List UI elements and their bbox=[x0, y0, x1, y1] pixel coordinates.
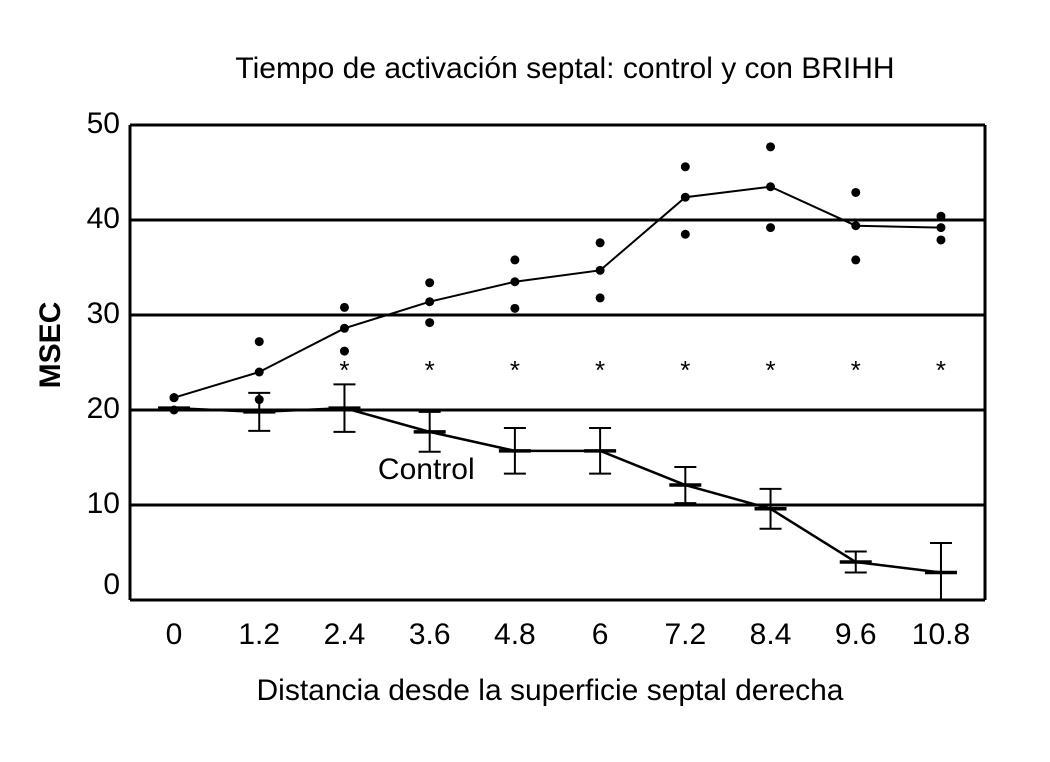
y-tick-label: 20 bbox=[87, 392, 120, 425]
y-tick-label: 30 bbox=[87, 297, 120, 330]
x-tick-label: 1.2 bbox=[238, 618, 280, 651]
y-axis-label: MSEC bbox=[34, 302, 67, 389]
x-tick-label: 3.6 bbox=[409, 618, 451, 651]
y-tick-label: 0 bbox=[103, 568, 120, 601]
data-point bbox=[510, 277, 520, 287]
x-tick-label: 10.8 bbox=[912, 618, 970, 651]
data-point bbox=[680, 192, 690, 202]
data-point bbox=[936, 235, 946, 245]
x-tick-label: 8.4 bbox=[750, 618, 792, 651]
data-point bbox=[595, 265, 605, 275]
data-point bbox=[254, 367, 264, 377]
data-point bbox=[339, 346, 349, 356]
series-line bbox=[173, 185, 941, 399]
data-point bbox=[766, 142, 776, 152]
significance-marker: * bbox=[339, 355, 349, 385]
data-point bbox=[425, 297, 435, 307]
data-point bbox=[851, 187, 861, 197]
data-point bbox=[425, 318, 435, 328]
data-point bbox=[766, 182, 776, 192]
y-tick-label: 50 bbox=[87, 107, 120, 140]
error-bar bbox=[333, 383, 356, 433]
x-tick-label: 6 bbox=[592, 618, 609, 651]
data-point bbox=[936, 223, 946, 233]
significance-marker: * bbox=[510, 355, 520, 385]
error-bar bbox=[929, 542, 952, 601]
y-tick-label: 40 bbox=[87, 202, 120, 235]
data-point bbox=[510, 255, 520, 265]
data-point bbox=[766, 223, 776, 233]
data-point bbox=[425, 278, 435, 288]
significance-marker: * bbox=[851, 355, 861, 385]
data-point bbox=[339, 323, 349, 333]
chart-title: Tiempo de activación septal: control y c… bbox=[235, 52, 894, 85]
error-bar bbox=[844, 550, 867, 574]
significance-marker: * bbox=[765, 355, 775, 385]
data-point bbox=[680, 162, 690, 172]
series-label: Control bbox=[378, 453, 475, 486]
data-point bbox=[169, 393, 179, 403]
error-bar bbox=[759, 487, 782, 530]
x-tick-label: 2.4 bbox=[324, 618, 366, 651]
x-tick-label: 9.6 bbox=[835, 618, 877, 651]
error-bar bbox=[248, 391, 271, 432]
significance-marker: * bbox=[936, 355, 946, 385]
y-tick-label: 10 bbox=[87, 487, 120, 520]
data-point bbox=[595, 238, 605, 248]
data-point bbox=[254, 337, 264, 347]
error-bar bbox=[418, 410, 441, 453]
x-tick-label: 0 bbox=[166, 618, 183, 651]
error-bar bbox=[674, 466, 697, 505]
data-point bbox=[851, 221, 861, 231]
significance-marker: * bbox=[680, 355, 690, 385]
data-point bbox=[339, 302, 349, 312]
x-tick-label: 4.8 bbox=[494, 618, 536, 651]
x-tick-label: 7.2 bbox=[664, 618, 706, 651]
error-bar bbox=[589, 427, 612, 475]
data-point bbox=[510, 303, 520, 313]
error-bar bbox=[503, 427, 526, 475]
x-axis-label: Distancia desde la superficie septal der… bbox=[256, 674, 843, 707]
data-point bbox=[595, 293, 605, 303]
significance-marker: * bbox=[425, 355, 435, 385]
data-point bbox=[936, 211, 946, 221]
significance-marker: * bbox=[595, 355, 605, 385]
data-point bbox=[680, 229, 690, 239]
control-line bbox=[173, 406, 942, 574]
data-point bbox=[851, 255, 861, 265]
